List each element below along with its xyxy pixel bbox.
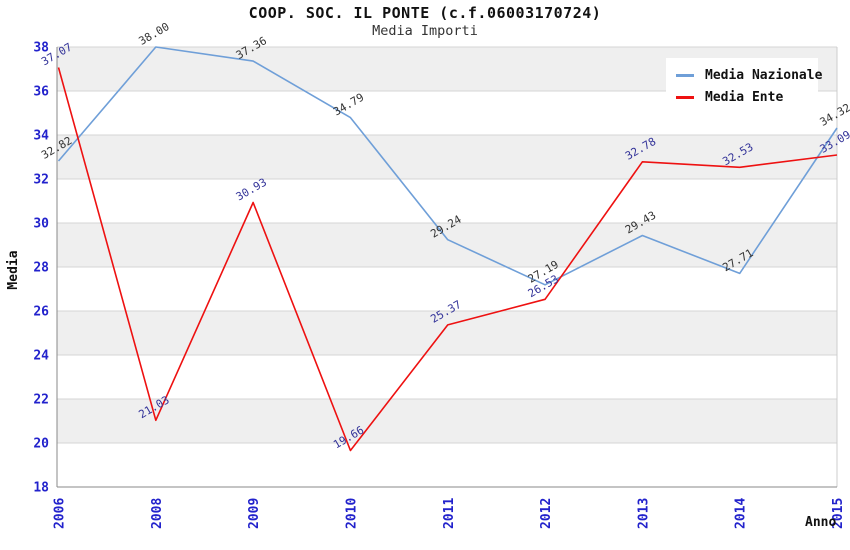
y-tick-label: 36 bbox=[33, 85, 49, 100]
x-tick-label: 2015 bbox=[831, 498, 846, 529]
x-tick-label: 2006 bbox=[53, 498, 68, 529]
x-tick-label: 2009 bbox=[247, 498, 262, 529]
x-tick-label: 2010 bbox=[344, 498, 359, 529]
x-tick-label: 2008 bbox=[150, 498, 165, 529]
data-point-label: 34.32 bbox=[818, 101, 850, 129]
y-axis-title: Media bbox=[6, 250, 21, 290]
x-tick-label: 2012 bbox=[539, 498, 554, 529]
grid-band bbox=[57, 135, 837, 179]
x-tick-label: 2011 bbox=[442, 498, 457, 529]
series-line-media-nazionale bbox=[57, 46, 838, 286]
y-tick-label: 22 bbox=[33, 393, 49, 408]
y-tick-label: 18 bbox=[33, 481, 49, 496]
grid-band bbox=[57, 311, 837, 355]
x-tick-label: 2013 bbox=[636, 498, 651, 529]
y-tick-label: 26 bbox=[33, 305, 49, 320]
y-tick-label: 32 bbox=[33, 173, 49, 188]
y-tick-label: 34 bbox=[33, 129, 49, 144]
legend: Media Nazionale Media Ente bbox=[666, 58, 822, 114]
legend-swatch-ente-icon bbox=[676, 95, 694, 99]
x-axis-title: Anno bbox=[805, 515, 837, 530]
y-tick-label: 30 bbox=[33, 217, 49, 232]
legend-label-ente: Media Ente bbox=[705, 89, 784, 105]
legend-item-media-ente: Media Ente bbox=[676, 86, 812, 108]
data-point-label: 38.00 bbox=[136, 20, 171, 48]
grid-band bbox=[57, 223, 837, 267]
grid-band bbox=[57, 399, 837, 443]
y-tick-label: 38 bbox=[33, 41, 49, 56]
series-line-media-ente bbox=[57, 67, 838, 452]
y-tick-label: 28 bbox=[33, 261, 49, 276]
x-tick-label: 2014 bbox=[734, 498, 749, 529]
y-tick-label: 24 bbox=[33, 349, 49, 364]
legend-item-media-nazionale: Media Nazionale bbox=[676, 64, 822, 86]
legend-swatch-nazionale-icon bbox=[676, 73, 694, 77]
y-tick-label: 20 bbox=[33, 437, 49, 452]
data-point-label: 30.93 bbox=[234, 176, 269, 204]
chart-subtitle: Media Importi bbox=[372, 23, 478, 39]
legend-label-nazionale: Media Nazionale bbox=[705, 67, 823, 83]
data-point-label: 34.79 bbox=[331, 91, 366, 119]
chart-title: COOP. SOC. IL PONTE (c.f.06003170724) bbox=[248, 4, 602, 22]
